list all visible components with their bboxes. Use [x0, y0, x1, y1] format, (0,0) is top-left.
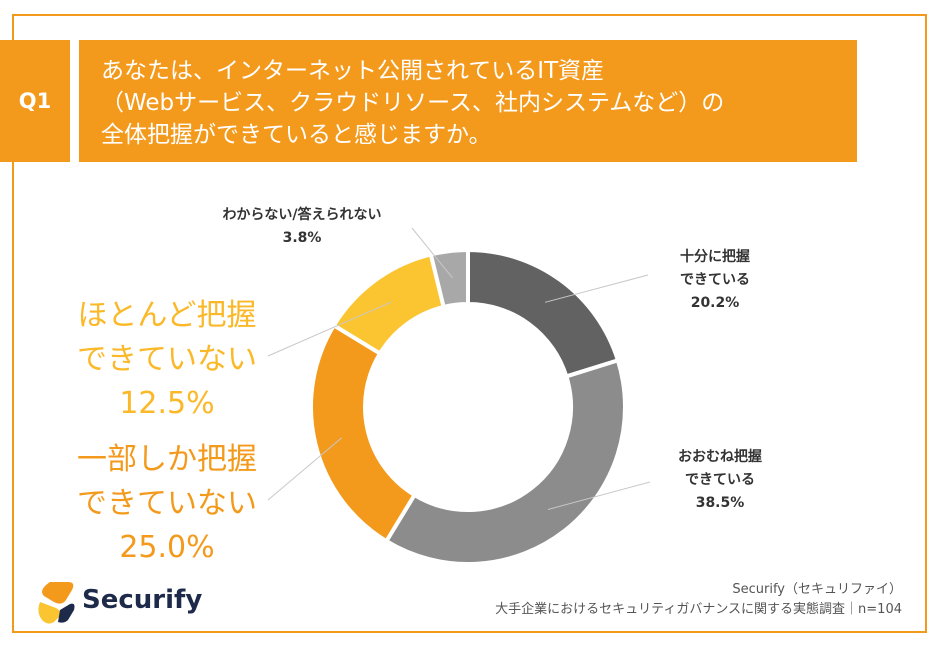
label-unknown-value: 3.8%	[282, 230, 322, 246]
leader-line-mostly-grasped	[547, 481, 651, 510]
question-box: あなたは、インターネット公開されているIT資産 （Webサービス、クラウドリソー…	[79, 40, 857, 162]
leader-line-partially-grasped	[267, 437, 343, 501]
label-fully-grasped: 十分に把握 できている 20.2%	[660, 246, 770, 315]
label-unknown: わからない/答えられない 3.8%	[192, 204, 412, 250]
slice-partially-grasped	[309, 322, 418, 544]
leader-line-unknown	[411, 227, 453, 279]
securify-logo-icon	[38, 582, 75, 624]
label-unknown-name-1: わからない/答えられない	[222, 207, 382, 223]
label-barely-grasped-value: 12.5%	[119, 386, 215, 421]
label-partially-grasped-name-2: できていない	[77, 486, 257, 521]
chart-frame	[12, 14, 927, 633]
label-mostly-grasped: おおむね把握 できている 38.5%	[660, 446, 780, 515]
label-mostly-grasped-value: 38.5%	[695, 495, 745, 511]
label-partially-grasped-value: 25.0%	[119, 530, 215, 565]
question-line-3: 全体把握ができていると感じますか。	[101, 122, 492, 148]
label-mostly-grasped-name-1: おおむね把握	[678, 449, 762, 465]
slice-fully-grasped	[466, 247, 621, 379]
label-fully-grasped-value: 20.2%	[690, 295, 740, 311]
leader-line-barely-grasped	[267, 301, 392, 357]
logo-shape-middle	[38, 602, 61, 624]
label-fully-grasped-name-1: 十分に把握	[680, 249, 750, 265]
source-line-1: Securify（セキュリファイ）	[732, 582, 902, 597]
logo-shape-bottom	[58, 603, 75, 623]
source-line-2: 大手企業におけるセキュリティガバナンスに関する実態調査｜n=104	[495, 602, 902, 617]
label-partially-grasped-name-1: 一部しか把握	[77, 442, 257, 477]
label-mostly-grasped-name-2: できている	[685, 472, 755, 488]
question-line-1: あなたは、インターネット公開されているIT資産	[101, 58, 605, 84]
slice-mostly-grasped	[383, 357, 627, 566]
label-partially-grasped: 一部しか把握 できていない 25.0%	[72, 438, 262, 570]
label-fully-grasped-name-2: できている	[680, 272, 750, 288]
source-note: Securify（セキュリファイ） 大手企業におけるセキュリティガバナンスに関す…	[495, 580, 902, 620]
logo-shape-top	[42, 582, 74, 604]
question-line-2: （Webサービス、クラウドリソース、社内システムなど）の	[101, 90, 725, 116]
slice-unknown	[428, 247, 470, 310]
question-tag: Q1	[0, 40, 70, 162]
label-barely-grasped-name-2: できていない	[77, 342, 257, 377]
leader-line-fully-grasped	[544, 274, 649, 303]
label-barely-grasped-name-1: ほとんど把握	[77, 298, 257, 333]
label-barely-grasped: ほとんど把握 できていない 12.5%	[72, 294, 262, 426]
brand-name: Securify	[82, 585, 203, 615]
